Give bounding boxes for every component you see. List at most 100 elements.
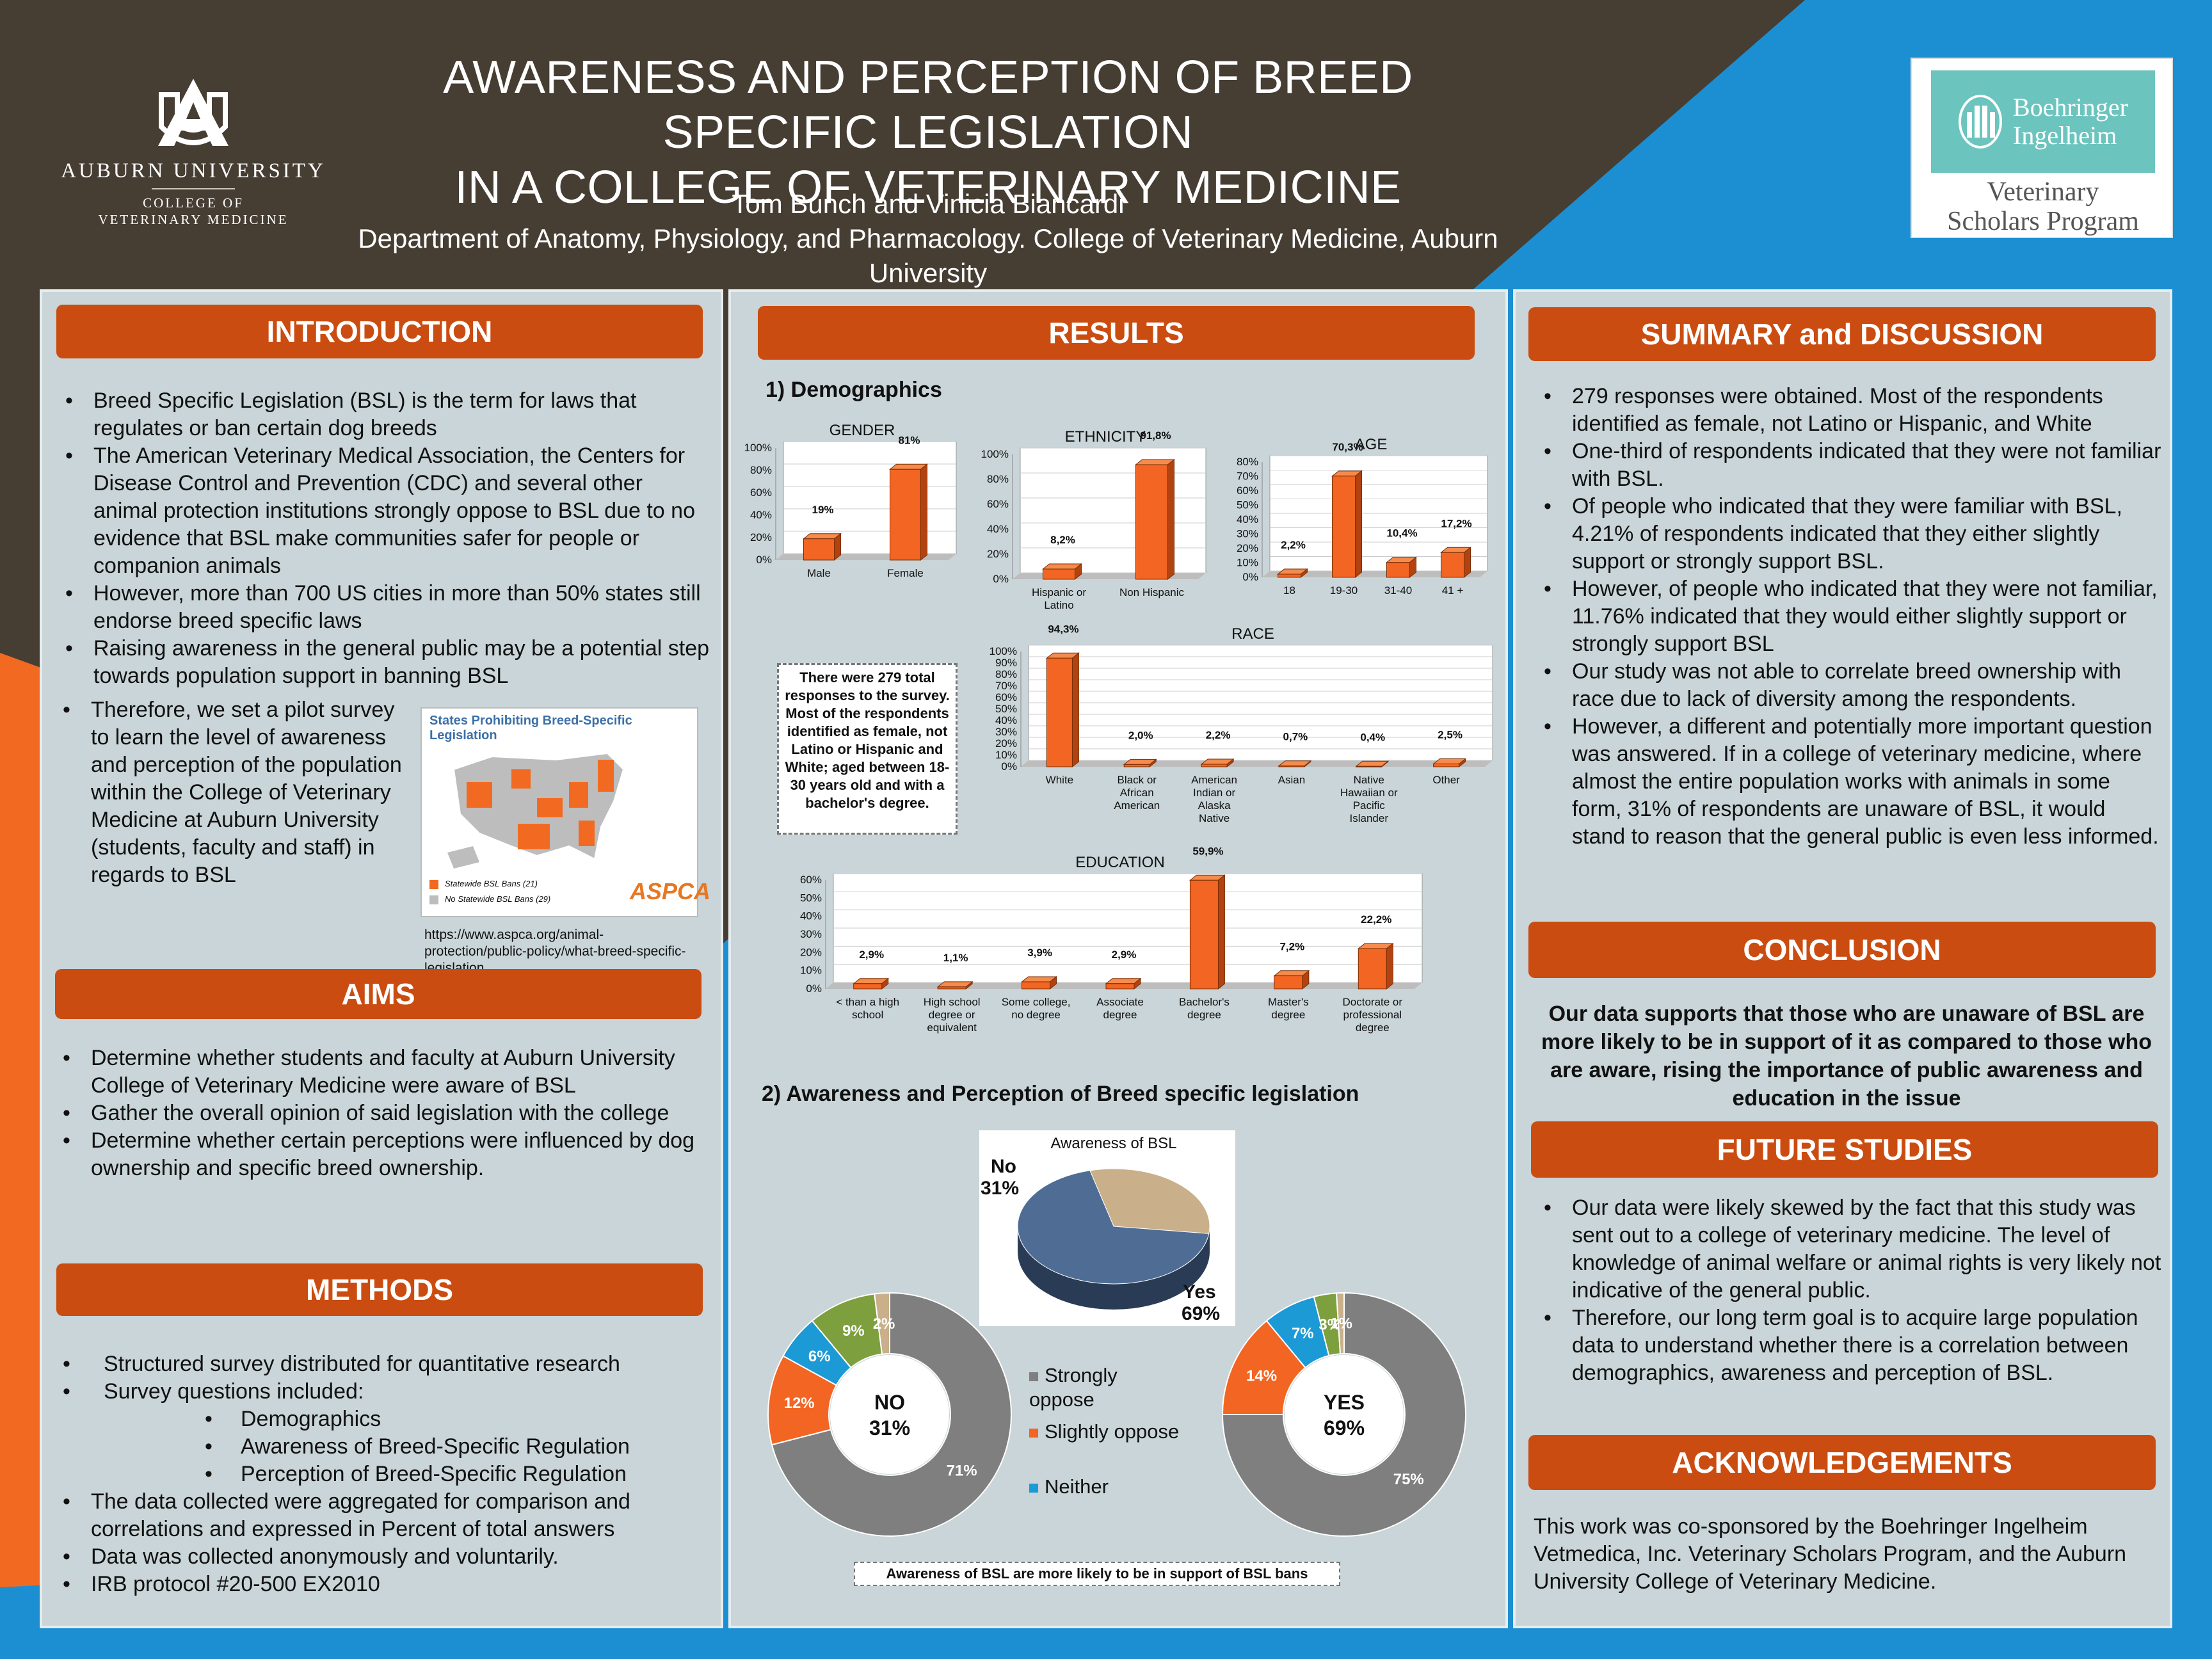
y-tick-label: 10%: [1237, 557, 1258, 569]
donut-label: 7%: [1292, 1325, 1314, 1342]
chart-title: ETHNICITY: [1065, 428, 1146, 445]
y-tick-label: 50%: [995, 703, 1017, 715]
data-label: 2,2%: [1206, 729, 1231, 741]
future-list: Our data were likely skewed by the fact …: [1536, 1194, 2163, 1387]
pie-value-label: 31%: [981, 1178, 1019, 1199]
chart-title: Awareness of BSL: [1050, 1135, 1176, 1152]
x-tick-label: < than a high school: [836, 996, 899, 1021]
pie-value-label: 69%: [1182, 1303, 1220, 1324]
ethnicity-chart: ETHNICITY 0% 20% 40% 60% 80% 100% 8,2% Hispanic …: [981, 428, 1206, 611]
auburn-logo: AUBURN UNIVERSITY COLLEGE OF VETERINARY …: [40, 76, 347, 228]
methods-sub-bullet: Demographics: [205, 1406, 708, 1433]
boehringer-logo: Boehringer Ingelheim Veterinary Scholars…: [1911, 58, 2173, 238]
summary-bullet: One-third of respondents indicated that …: [1536, 438, 2163, 493]
donut-label: 75%: [1393, 1471, 1424, 1488]
chart-floor: [1262, 571, 1487, 577]
donut-center-label: NO: [874, 1391, 905, 1414]
chart-floor: [1021, 760, 1493, 767]
chart-floor: [776, 554, 956, 560]
y-tick-label: 50%: [1237, 499, 1258, 511]
x-tick-label: 31-40: [1384, 584, 1412, 597]
bi-line1: Boehringer: [2013, 93, 2128, 122]
data-label: 22,2%: [1361, 913, 1391, 926]
y-tick-label: 40%: [800, 910, 822, 922]
bi-line2: Ingelheim: [2013, 121, 2117, 150]
y-tick-label: 90%: [995, 657, 1017, 669]
methods-sub-bullet: Awareness of Breed-Specific Regulation: [205, 1433, 708, 1461]
x-tick-label: Master's degree: [1268, 996, 1309, 1021]
map-source-url[interactable]: https://www.aspca.org/animal-protection/…: [424, 927, 686, 975]
pie-label: Yes: [1183, 1281, 1216, 1302]
x-tick-label: Associate degree: [1096, 996, 1144, 1021]
demographics-note: There were 279 total responses to the su…: [777, 663, 958, 835]
conclusion-heading: CONCLUSION: [1528, 922, 2156, 978]
y-tick-label: 30%: [995, 726, 1017, 738]
bar-side: [920, 463, 927, 561]
bar-side: [1071, 652, 1079, 768]
donut-label: 9%: [842, 1322, 865, 1340]
data-label: 19%: [812, 504, 833, 516]
results-section2: 2) Awareness and Perception of Breed spe…: [762, 1082, 1359, 1106]
donut-label: 3%: [1318, 1316, 1341, 1333]
data-label: 1,1%: [943, 952, 968, 964]
education-chart: EDUCATION 0% 10% 20% 30% 40% 50% 60% 2,9% < than …: [800, 845, 1423, 1034]
acknowledgements-text: This work was co-sponsored by the Boehri…: [1534, 1514, 2127, 1594]
x-tick-label: White: [1046, 774, 1073, 786]
y-tick-label: 40%: [750, 509, 772, 521]
title-line1: AWARENESS AND PERCEPTION OF BREED SPECIF…: [443, 52, 1413, 158]
methods-bullet: Survey questions included:: [55, 1378, 708, 1406]
bar-side: [1386, 943, 1393, 990]
data-label: 10,4%: [1386, 527, 1417, 540]
y-tick-label: 20%: [800, 946, 822, 958]
map-title: States Prohibiting Breed-Specific Legisl…: [429, 714, 632, 742]
data-label: 2,2%: [1281, 539, 1306, 551]
y-tick-label: 80%: [750, 464, 772, 476]
data-label: 8,2%: [1050, 534, 1075, 546]
map-legend-1: Statewide BSL Bans (21): [429, 879, 538, 889]
x-tick-label: Black or African American: [1114, 774, 1160, 812]
data-label: 3,9%: [1027, 947, 1052, 959]
x-tick-label: 41 +: [1442, 584, 1464, 597]
bar: [853, 983, 883, 990]
y-tick-label: 100%: [744, 442, 772, 454]
donut-label: 71%: [947, 1462, 977, 1479]
x-tick-label: Bachelor's degree: [1179, 996, 1230, 1021]
donut-center-label: YES: [1324, 1391, 1365, 1414]
aims-list: Determine whether students and faculty a…: [55, 1045, 708, 1182]
donut-label: 6%: [808, 1348, 831, 1365]
bar: [1356, 765, 1382, 767]
data-label: 2,5%: [1438, 729, 1463, 741]
aspca-logo: ASPCA: [630, 878, 711, 904]
y-tick-label: 70%: [1237, 470, 1258, 483]
aims-bullet: Determine whether students and faculty a…: [55, 1045, 708, 1100]
x-tick-label: Doctorate or professional degree: [1343, 996, 1403, 1034]
bar: [890, 469, 921, 561]
y-tick-label: 80%: [987, 473, 1009, 485]
summary-bullet: However, a different and potentially mor…: [1536, 713, 2163, 851]
data-label: 2,9%: [1112, 949, 1137, 961]
results-heading: RESULTS: [758, 306, 1475, 360]
bar-side: [1464, 547, 1471, 579]
x-tick-label: Other: [1432, 774, 1460, 786]
bar: [1043, 568, 1075, 580]
intro-bullet: Therefore, we set a pilot survey to lear…: [55, 696, 413, 889]
data-label: 2,9%: [859, 949, 884, 961]
bar: [1358, 948, 1387, 990]
donut-center-value: 69%: [1324, 1416, 1365, 1439]
intro-bullet: The American Veterinary Medical Associat…: [58, 442, 710, 580]
donut-slice: [1336, 1292, 1345, 1355]
data-label: 94,3%: [1048, 623, 1078, 635]
methods-bullet: The data collected were aggregated for c…: [55, 1488, 708, 1543]
summary-list: 279 responses were obtained. Most of the…: [1536, 383, 2163, 851]
us-map-icon: [447, 752, 625, 869]
x-tick-label: Male: [807, 567, 831, 579]
bsl-states-map: States Prohibiting Breed-Specific Legisl…: [421, 707, 710, 917]
y-tick-label: 30%: [1237, 528, 1258, 540]
auburn-name: AUBURN UNIVERSITY: [61, 159, 326, 182]
y-tick-label: 40%: [995, 714, 1017, 726]
legend-neither: Neither: [1029, 1475, 1208, 1499]
summary-heading: SUMMARY and DISCUSSION: [1528, 307, 2156, 361]
pie-label: No: [991, 1156, 1016, 1177]
